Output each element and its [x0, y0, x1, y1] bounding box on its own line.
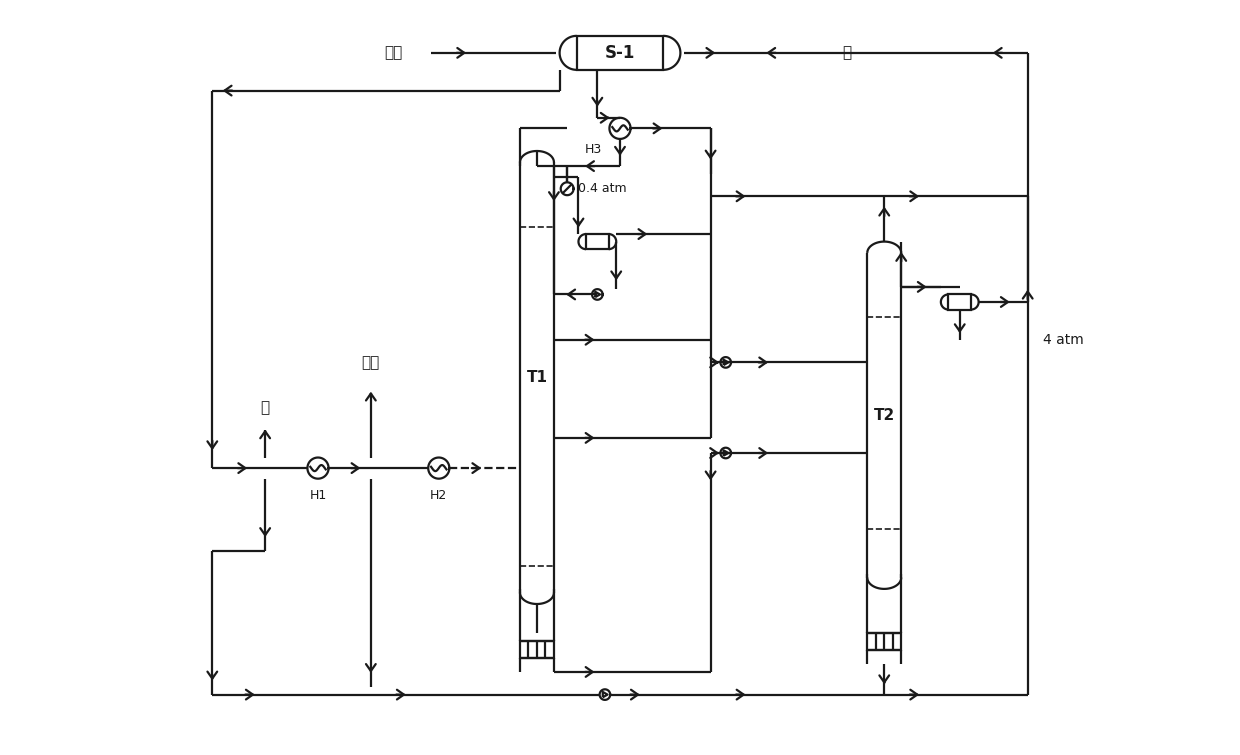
Text: 乙腈: 乙腈 — [362, 355, 379, 370]
Text: H1: H1 — [309, 489, 326, 502]
Text: 4 atm: 4 atm — [1043, 333, 1084, 347]
Text: 0.4 atm: 0.4 atm — [579, 182, 627, 196]
Text: H2: H2 — [430, 489, 448, 502]
Text: 进料: 进料 — [384, 45, 403, 60]
Bar — [520, 641, 554, 658]
Text: 水: 水 — [260, 400, 270, 415]
Bar — [587, 234, 609, 249]
Text: 苯: 苯 — [842, 45, 851, 60]
Bar — [867, 633, 901, 650]
Text: S-1: S-1 — [605, 44, 635, 62]
Text: T2: T2 — [874, 408, 895, 423]
Text: H3: H3 — [585, 143, 603, 156]
Bar — [577, 35, 663, 69]
Bar — [949, 294, 971, 310]
Text: T1: T1 — [527, 370, 547, 385]
